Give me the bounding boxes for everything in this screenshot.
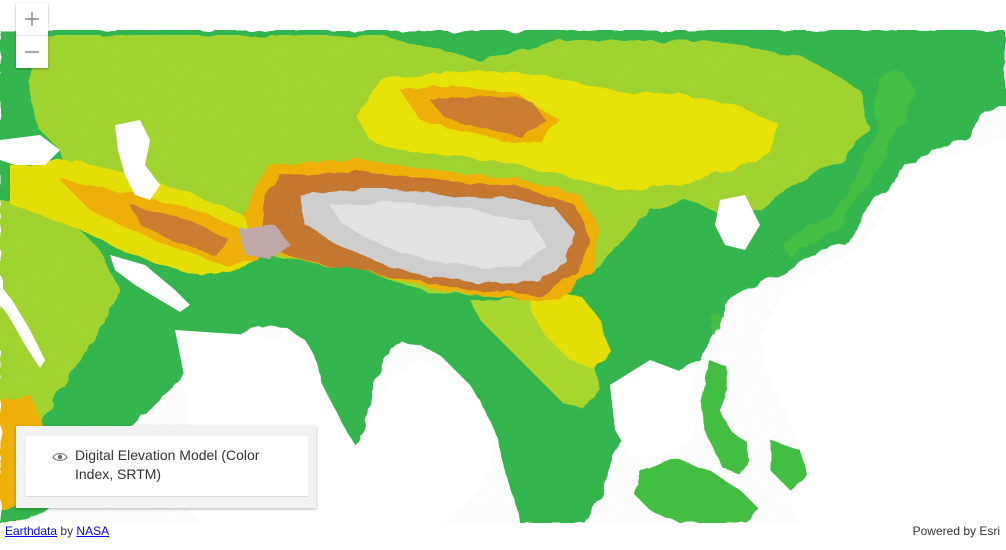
nasa-link[interactable]: NASA (76, 524, 110, 538)
eye-icon[interactable] (52, 451, 68, 463)
attribution-sources: Earthdata by NASA (5, 523, 109, 539)
layer-list-panel: Digital Elevation Model (Color Index, SR… (16, 426, 316, 508)
zoom-out-button[interactable] (16, 35, 48, 68)
layer-title[interactable]: Digital Elevation Model (Color Index, SR… (75, 447, 260, 482)
attribution-bar: Earthdata by NASA Powered by Esri (0, 523, 1006, 539)
layer-list-item: Digital Elevation Model (Color Index, SR… (26, 436, 308, 497)
attribution-by-text: by (60, 524, 74, 538)
powered-by-esri[interactable]: Powered by Esri (912, 524, 1000, 538)
minus-icon (25, 51, 39, 53)
plus-icon (25, 12, 39, 26)
zoom-in-button[interactable] (16, 3, 48, 35)
zoom-controls (16, 3, 48, 68)
earthdata-link[interactable]: Earthdata (5, 524, 58, 538)
